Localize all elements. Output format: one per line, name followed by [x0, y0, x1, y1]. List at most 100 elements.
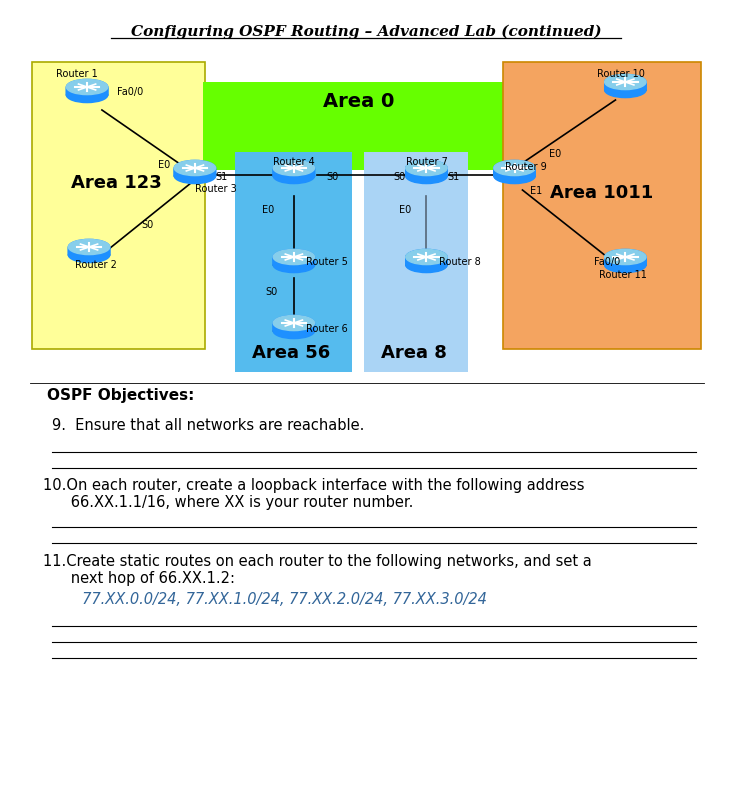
Ellipse shape: [67, 82, 107, 97]
Text: Area 1011: Area 1011: [550, 184, 654, 202]
Ellipse shape: [273, 319, 314, 335]
Ellipse shape: [273, 167, 314, 183]
Ellipse shape: [273, 316, 314, 331]
Text: 77.XX.0.0/24, 77.XX.1.0/24, 77.XX.2.0/24, 77.XX.3.0/24: 77.XX.0.0/24, 77.XX.1.0/24, 77.XX.2.0/24…: [59, 592, 488, 607]
Ellipse shape: [273, 254, 314, 269]
Ellipse shape: [273, 163, 314, 178]
Text: Fa0/0: Fa0/0: [117, 87, 143, 97]
Ellipse shape: [273, 256, 314, 271]
Ellipse shape: [68, 244, 110, 259]
Text: Area 8: Area 8: [381, 344, 447, 362]
Ellipse shape: [273, 318, 314, 334]
Text: 10.On each router, create a loopback interface with the following address: 10.On each router, create a loopback int…: [42, 478, 584, 493]
Ellipse shape: [494, 172, 535, 180]
Ellipse shape: [406, 166, 447, 182]
Text: Router 2: Router 2: [75, 260, 117, 270]
Text: Router 3: Router 3: [195, 184, 236, 194]
Ellipse shape: [273, 165, 314, 180]
Ellipse shape: [273, 319, 314, 334]
FancyBboxPatch shape: [236, 152, 352, 372]
Text: S1: S1: [216, 172, 228, 182]
Ellipse shape: [174, 164, 216, 179]
Ellipse shape: [68, 243, 110, 258]
Ellipse shape: [494, 168, 535, 184]
Ellipse shape: [273, 162, 314, 177]
Ellipse shape: [605, 82, 646, 97]
Ellipse shape: [273, 257, 314, 272]
Ellipse shape: [273, 251, 314, 266]
Ellipse shape: [68, 247, 110, 262]
Ellipse shape: [174, 172, 216, 180]
Ellipse shape: [67, 86, 107, 102]
Ellipse shape: [273, 250, 314, 265]
Ellipse shape: [273, 327, 314, 334]
Ellipse shape: [273, 172, 314, 180]
Ellipse shape: [605, 250, 646, 265]
Ellipse shape: [68, 242, 110, 257]
Ellipse shape: [273, 250, 314, 265]
Ellipse shape: [406, 250, 447, 265]
Ellipse shape: [494, 162, 535, 177]
Ellipse shape: [273, 254, 314, 270]
Ellipse shape: [174, 160, 216, 176]
Ellipse shape: [406, 254, 447, 269]
Ellipse shape: [273, 323, 314, 338]
FancyBboxPatch shape: [364, 152, 468, 372]
Ellipse shape: [494, 160, 535, 176]
Ellipse shape: [406, 164, 447, 179]
Ellipse shape: [605, 86, 646, 93]
Ellipse shape: [67, 91, 107, 99]
Ellipse shape: [494, 160, 535, 176]
Text: S0: S0: [142, 220, 153, 230]
Ellipse shape: [273, 166, 314, 181]
Ellipse shape: [406, 162, 447, 177]
Ellipse shape: [605, 78, 646, 93]
Ellipse shape: [67, 84, 107, 99]
Text: S0: S0: [265, 287, 277, 297]
Ellipse shape: [68, 240, 110, 255]
Ellipse shape: [67, 86, 107, 100]
Text: E0: E0: [549, 149, 562, 159]
Ellipse shape: [494, 166, 535, 181]
Ellipse shape: [406, 167, 447, 183]
Text: next hop of 66.XX.1.2:: next hop of 66.XX.1.2:: [42, 571, 235, 586]
Ellipse shape: [68, 239, 110, 254]
Text: E0: E0: [399, 205, 411, 215]
Ellipse shape: [406, 257, 447, 272]
Ellipse shape: [273, 164, 314, 179]
Ellipse shape: [605, 254, 646, 269]
Text: Router 10: Router 10: [597, 69, 645, 79]
Text: S0: S0: [393, 172, 406, 182]
Ellipse shape: [273, 257, 314, 272]
Ellipse shape: [494, 166, 535, 182]
Text: 66.XX.1.1/16, where XX is your router number.: 66.XX.1.1/16, where XX is your router nu…: [42, 495, 413, 510]
Text: Router 5: Router 5: [306, 257, 348, 267]
Text: Router 1: Router 1: [56, 69, 98, 79]
Text: Router 6: Router 6: [306, 324, 348, 334]
Text: 9.  Ensure that all networks are reachable.: 9. Ensure that all networks are reachabl…: [53, 418, 365, 433]
FancyBboxPatch shape: [502, 62, 700, 349]
Text: Router 4: Router 4: [273, 157, 315, 167]
Ellipse shape: [494, 161, 535, 177]
Ellipse shape: [605, 82, 646, 97]
Ellipse shape: [273, 253, 314, 268]
Ellipse shape: [605, 75, 646, 89]
Text: Fa0/0: Fa0/0: [594, 257, 620, 267]
Ellipse shape: [174, 160, 216, 176]
Text: E0: E0: [159, 160, 170, 170]
Ellipse shape: [174, 167, 216, 183]
Ellipse shape: [406, 251, 447, 266]
Ellipse shape: [273, 161, 314, 177]
Ellipse shape: [68, 245, 110, 260]
Ellipse shape: [273, 250, 314, 265]
Ellipse shape: [406, 256, 447, 271]
Ellipse shape: [605, 253, 646, 268]
Ellipse shape: [174, 162, 216, 177]
Ellipse shape: [406, 168, 447, 184]
Ellipse shape: [67, 87, 107, 103]
Ellipse shape: [406, 166, 447, 181]
Ellipse shape: [605, 261, 646, 268]
Ellipse shape: [605, 81, 646, 96]
Ellipse shape: [273, 168, 314, 184]
Ellipse shape: [67, 80, 107, 96]
